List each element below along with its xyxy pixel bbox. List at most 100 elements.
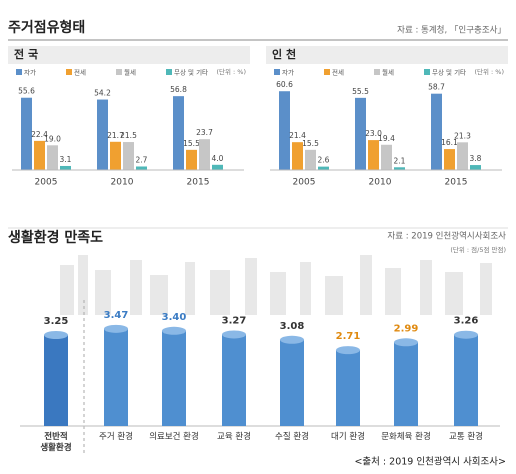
value-label: 19.4 — [378, 134, 395, 143]
bar — [355, 97, 366, 170]
legend-swatch — [374, 69, 380, 75]
bar — [110, 141, 121, 170]
value-label: 15.5 — [302, 139, 319, 148]
bar — [212, 164, 223, 170]
value-label: 2.1 — [394, 156, 406, 165]
legend-swatch — [324, 69, 330, 75]
value-label: 2.99 — [394, 323, 419, 334]
panel-title: 전 국 — [14, 47, 38, 61]
value-label: 3.25 — [44, 316, 69, 327]
legend-label: 전세 — [332, 68, 344, 77]
bar — [186, 149, 197, 170]
bar — [444, 149, 455, 170]
bar — [305, 149, 316, 170]
value-label: 16.1 — [441, 138, 458, 147]
section-title: 생활환경 만족도 — [8, 229, 103, 246]
value-label: 2.71 — [336, 331, 361, 342]
value-label: 2.6 — [318, 156, 330, 165]
value-label: 21.5 — [120, 131, 137, 140]
x-tick-label: 2005 — [293, 178, 316, 188]
bar — [97, 99, 108, 170]
panel-header — [266, 46, 508, 64]
value-label: 3.8 — [470, 154, 482, 163]
x-tick-label: 2015 — [187, 178, 210, 188]
value-label: 56.8 — [170, 85, 187, 94]
legend-swatch — [66, 69, 72, 75]
value-label: 21.7 — [107, 131, 124, 140]
value-label: 58.7 — [428, 83, 445, 92]
bar-cap — [162, 326, 186, 335]
x-tick-label: 전반적 생활환경 — [40, 432, 72, 453]
bar — [394, 342, 418, 426]
bar-cap — [44, 331, 68, 339]
legend-label: 무상 및 기타 — [174, 68, 208, 77]
bar — [21, 97, 32, 170]
bar — [44, 335, 68, 426]
value-label: 3.08 — [280, 321, 305, 332]
bar — [280, 339, 304, 426]
legend-label: 자가 — [24, 68, 36, 77]
value-label: 3.26 — [454, 316, 479, 327]
bar — [199, 139, 210, 170]
x-tick-label: 주거 환경 — [99, 432, 133, 442]
value-label: 21.3 — [454, 131, 471, 140]
value-label: 2.7 — [136, 155, 148, 164]
value-label: 55.6 — [18, 87, 35, 96]
bar — [222, 334, 246, 426]
x-tick-label: 2015 — [445, 178, 468, 188]
legend-swatch — [424, 69, 430, 75]
x-tick-label: 2005 — [35, 178, 58, 188]
unit: (단위 : 점/5점 만점) — [450, 245, 506, 254]
bar-cap — [222, 330, 246, 339]
bar — [104, 328, 128, 426]
value-label: 23.7 — [196, 128, 213, 137]
bar-cap — [104, 324, 128, 333]
source: 자료 : 2019 인천광역시사회조사 — [387, 231, 506, 242]
value-label: 3.1 — [60, 155, 72, 164]
x-tick-label: 대기 환경 — [331, 432, 365, 442]
value-label: 3.40 — [162, 312, 187, 323]
bar-cap — [336, 346, 360, 355]
source: 자료 : 통계청, 「인구총조사」 — [397, 25, 506, 36]
value-label: 3.47 — [104, 310, 129, 321]
value-label: 4.0 — [212, 154, 224, 163]
legend-swatch — [274, 69, 280, 75]
x-tick-label: 2010 — [111, 178, 134, 188]
value-label: 21.4 — [289, 131, 306, 140]
bar — [292, 142, 303, 170]
bar-cap — [454, 330, 478, 339]
skyline — [60, 255, 492, 315]
bar — [47, 145, 58, 170]
value-label: 54.2 — [94, 89, 111, 98]
bar — [336, 350, 360, 426]
bar — [368, 140, 379, 170]
value-label: 22.4 — [31, 130, 48, 139]
value-label: 23.0 — [365, 129, 382, 138]
bar — [173, 96, 184, 170]
value-label: 3.27 — [222, 315, 247, 326]
value-label: 15.5 — [183, 139, 200, 148]
bar — [318, 166, 329, 170]
bar — [431, 93, 442, 170]
bar — [162, 330, 186, 426]
legend-swatch — [16, 69, 22, 75]
x-tick-label: 교육 환경 — [217, 432, 251, 442]
panel-title: 인 천 — [272, 47, 296, 61]
bar — [381, 144, 392, 170]
legend-swatch — [116, 69, 122, 75]
x-tick-label: 문화체육 환경 — [381, 432, 431, 442]
bar — [454, 334, 478, 426]
unit: (단위 : %) — [474, 67, 504, 76]
legend-label: 무상 및 기타 — [432, 68, 466, 77]
legend-label: 월세 — [124, 68, 136, 77]
bar — [136, 166, 147, 170]
legend-label: 전세 — [74, 68, 86, 77]
bar — [279, 91, 290, 170]
x-tick-label: 수질 환경 — [275, 432, 309, 442]
bar — [394, 167, 405, 170]
section-title: 주거점유형태 — [8, 19, 85, 36]
bar — [34, 140, 45, 170]
x-tick-label: 교통 환경 — [449, 432, 483, 442]
bar — [123, 142, 134, 170]
